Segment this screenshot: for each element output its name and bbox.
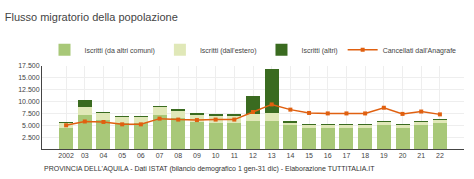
svg-text:Flusso migratorio della popola: Flusso migratorio della popolazione bbox=[5, 11, 178, 23]
svg-text:10: 10 bbox=[212, 152, 220, 159]
svg-text:08: 08 bbox=[174, 152, 182, 159]
svg-text:16: 16 bbox=[324, 152, 332, 159]
svg-text:13: 13 bbox=[268, 152, 276, 159]
svg-text:12: 12 bbox=[249, 152, 257, 159]
svg-text:Iscritti (dall'estero): Iscritti (dall'estero) bbox=[200, 47, 257, 55]
svg-text:Iscritti (da altri comuni): Iscritti (da altri comuni) bbox=[85, 47, 155, 55]
svg-text:12.500: 12.500 bbox=[18, 86, 40, 93]
svg-text:04: 04 bbox=[100, 152, 108, 159]
svg-text:05: 05 bbox=[118, 152, 126, 159]
svg-text:07: 07 bbox=[156, 152, 164, 159]
svg-text:06: 06 bbox=[137, 152, 145, 159]
svg-text:15.000: 15.000 bbox=[18, 74, 40, 81]
svg-text:20: 20 bbox=[399, 152, 407, 159]
svg-text:Cancellati dall'Anagrafe: Cancellati dall'Anagrafe bbox=[383, 47, 456, 55]
svg-text:2.500: 2.500 bbox=[22, 134, 40, 141]
svg-text:17.500: 17.500 bbox=[18, 62, 40, 69]
svg-text:10.000: 10.000 bbox=[18, 98, 40, 105]
svg-text:15: 15 bbox=[305, 152, 313, 159]
svg-text:19: 19 bbox=[380, 152, 388, 159]
svg-text:09: 09 bbox=[193, 152, 201, 159]
svg-text:21: 21 bbox=[417, 152, 425, 159]
svg-text:11: 11 bbox=[231, 152, 238, 159]
svg-text:2002: 2002 bbox=[58, 152, 74, 159]
svg-text:14: 14 bbox=[286, 152, 294, 159]
svg-text:7.500: 7.500 bbox=[22, 110, 40, 117]
svg-text:18: 18 bbox=[361, 152, 369, 159]
svg-text:5.000: 5.000 bbox=[22, 122, 40, 129]
svg-text:22: 22 bbox=[436, 152, 444, 159]
svg-text:PROVINCIA DELL'AQUILA - Dati I: PROVINCIA DELL'AQUILA - Dati ISTAT (bila… bbox=[44, 165, 375, 173]
svg-text:Iscritti (altri): Iscritti (altri) bbox=[301, 47, 337, 55]
svg-text:03: 03 bbox=[81, 152, 89, 159]
svg-text:17: 17 bbox=[343, 152, 351, 159]
